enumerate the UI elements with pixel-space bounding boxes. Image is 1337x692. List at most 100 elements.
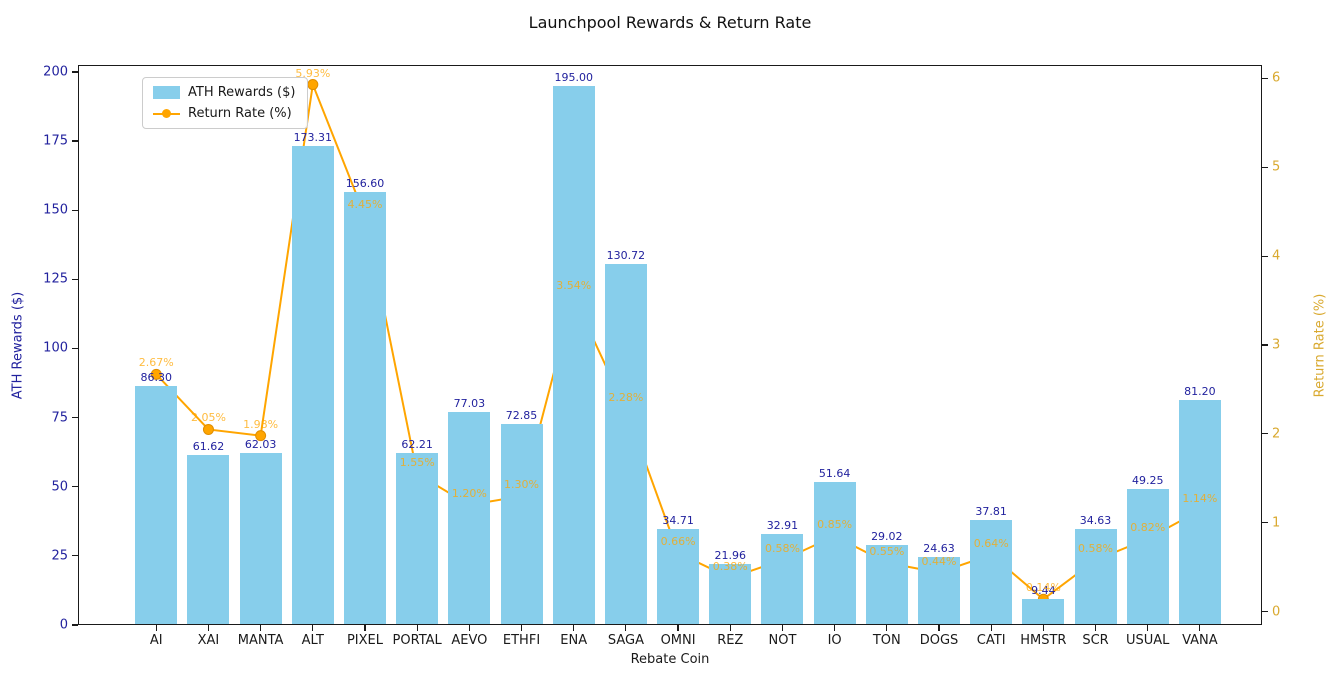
left-tick-mark xyxy=(72,140,78,142)
bar-not xyxy=(761,533,804,624)
left-tick-mark xyxy=(72,278,78,280)
x-tick-mark xyxy=(155,625,157,631)
bar-aevo xyxy=(448,411,491,624)
left-tick-label: 0 xyxy=(59,617,68,633)
bar-value-label: 81.20 xyxy=(1184,385,1216,399)
right-tick-mark xyxy=(1262,344,1268,346)
x-tick-mark xyxy=(938,625,940,631)
legend-label: Return Rate (%) xyxy=(188,106,292,121)
rate-value-label: 5.93% xyxy=(295,66,331,80)
right-tick-label: 1 xyxy=(1272,515,1281,531)
right-tick-label: 2 xyxy=(1272,426,1281,442)
x-tick-label-xai: XAI xyxy=(197,633,220,648)
legend-item-ath-rewards: ATH Rewards ($) xyxy=(153,85,295,100)
bar-value-label: 34.63 xyxy=(1079,514,1112,528)
rate-value-label: 0.82% xyxy=(1130,520,1166,534)
rate-value-label: 4.45% xyxy=(347,198,383,212)
right-tick-mark xyxy=(1262,433,1268,435)
right-tick-label: 0 xyxy=(1272,604,1281,620)
x-tick-label-not: NOT xyxy=(768,633,797,648)
left-tick-mark xyxy=(72,555,78,557)
rate-value-label: 2.05% xyxy=(190,411,226,425)
rate-value-label: 1.20% xyxy=(451,487,487,500)
left-tick-mark xyxy=(72,71,78,73)
x-tick-mark xyxy=(1147,625,1149,631)
legend-item-return-rate: Return Rate (%) xyxy=(153,106,295,121)
rate-value-label: 0.38% xyxy=(712,559,748,573)
x-tick-label-portal: PORTAL xyxy=(392,633,442,648)
bar-value-label: 21.96 xyxy=(714,549,747,563)
rate-value-label: 1.55% xyxy=(399,455,435,469)
right-tick-label: 4 xyxy=(1272,248,1281,264)
x-tick-mark xyxy=(625,625,627,631)
bar-vana xyxy=(1178,400,1221,624)
bar-value-label: 173.31 xyxy=(293,130,333,144)
bar-value-label: 32.91 xyxy=(766,518,799,532)
rate-value-label: 3.54% xyxy=(556,279,592,292)
rate-value-label: 0.14% xyxy=(1025,581,1061,595)
bar-value-label: 9.44 xyxy=(1031,583,1056,597)
bar-value-label: 29.02 xyxy=(871,529,903,543)
bar-cati xyxy=(970,520,1013,624)
right-tick-label: 5 xyxy=(1272,159,1281,175)
right-tick-label: 6 xyxy=(1272,70,1281,86)
x-tick-mark xyxy=(364,625,366,631)
rate-value-label: 0.66% xyxy=(660,535,696,548)
bar-value-label: 51.64 xyxy=(818,467,851,481)
bar-rez xyxy=(709,564,752,624)
bar-scr xyxy=(1074,529,1117,624)
x-tick-mark xyxy=(1042,625,1044,631)
rate-value-label: 2.67% xyxy=(138,356,174,370)
left-tick-mark xyxy=(72,624,78,626)
x-tick-label-alt: ALT xyxy=(301,633,324,648)
bar-alt xyxy=(291,145,334,624)
bar-portal xyxy=(396,452,439,624)
rate-value-label: 1.14% xyxy=(1182,492,1218,506)
right-tick-mark xyxy=(1262,77,1268,79)
bar-value-label: 34.71 xyxy=(662,514,694,527)
x-tick-label-saga: SAGA xyxy=(607,633,644,648)
bar-swatch-icon xyxy=(153,86,180,99)
x-tick-label-hmstr: HMSTR xyxy=(1020,633,1067,648)
left-tick-mark xyxy=(72,416,78,419)
left-tick-mark xyxy=(72,486,78,488)
legend-label: ATH Rewards ($) xyxy=(188,85,296,100)
rate-value-label: 0.85% xyxy=(817,518,853,532)
x-tick-mark xyxy=(573,625,575,631)
rate-value-label: 2.28% xyxy=(608,391,644,404)
bar-value-label: 24.63 xyxy=(923,541,955,555)
x-tick-label-ena: ENA xyxy=(560,633,588,648)
left-tick-label: 100 xyxy=(43,340,68,356)
x-tick-mark xyxy=(468,625,470,631)
bar-saga xyxy=(604,263,647,624)
bar-ai xyxy=(135,386,178,624)
x-tick-label-rez: REZ xyxy=(717,633,744,648)
left-tick-label: 75 xyxy=(51,410,68,426)
left-tick-label: 175 xyxy=(43,133,68,149)
x-axis-label: Rebate Coin xyxy=(630,652,710,667)
x-tick-label-pixel: PIXEL xyxy=(346,633,384,648)
x-tick-mark xyxy=(207,625,210,631)
bar-ethfi xyxy=(500,423,543,624)
bar-manta xyxy=(239,453,282,624)
x-tick-label-ethfi: ETHFI xyxy=(502,633,541,648)
rate-value-label: 0.58% xyxy=(764,542,800,556)
bar-value-label: 72.85 xyxy=(505,408,538,422)
bar-pixel xyxy=(343,191,386,624)
left-tick-mark xyxy=(72,347,78,350)
rate-value-label: 0.64% xyxy=(973,536,1009,550)
right-tick-mark xyxy=(1262,255,1268,257)
x-tick-mark xyxy=(886,625,888,631)
x-tick-mark xyxy=(990,625,992,631)
right-tick-mark xyxy=(1262,522,1268,524)
right-tick-mark xyxy=(1262,166,1268,168)
bar-value-label: 61.62 xyxy=(192,439,225,453)
rate-value-label: 1.30% xyxy=(504,478,540,492)
bar-xai xyxy=(187,454,230,624)
x-tick-mark xyxy=(520,625,523,631)
bar-value-label: 195.00 xyxy=(554,70,593,84)
y-axis-label-right: Return Rate (%) xyxy=(1312,293,1328,398)
x-tick-mark xyxy=(416,625,418,631)
rate-value-label: 0.44% xyxy=(921,554,957,568)
bar-ton xyxy=(865,544,908,624)
